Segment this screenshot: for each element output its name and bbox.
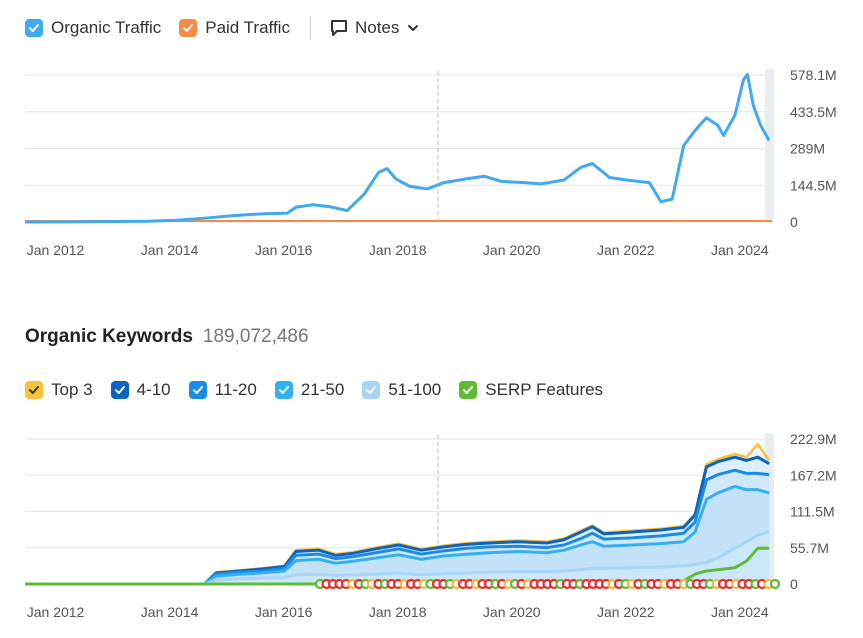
legend-21-50[interactable]: 21-50 bbox=[274, 380, 345, 400]
traffic-chart: 0 144.5M 289M 433.5M 578.1M Jan 2012 Jan 2014 J… bbox=[24, 67, 837, 258]
x-tick-label: Jan 2024 bbox=[711, 604, 769, 620]
y-tick-label: 0 bbox=[790, 576, 798, 592]
x-tick-label: Jan 2024 bbox=[711, 242, 769, 258]
y-tick-label: 222.9M bbox=[790, 431, 837, 447]
area-51-100 bbox=[25, 531, 770, 584]
legend-serp-features[interactable]: SERP Features bbox=[459, 380, 603, 400]
keywords-legend: Top 3 4-10 11-20 21-50 51-100 SERP Features bbox=[25, 378, 621, 402]
line-11-20 bbox=[25, 468, 770, 586]
x-tick-label: Jan 2022 bbox=[597, 604, 655, 620]
checkbox-icon[interactable] bbox=[274, 381, 293, 399]
line-51-100 bbox=[25, 530, 770, 586]
y-tick-label: 55.7M bbox=[790, 540, 829, 556]
legend-label: SERP Features bbox=[485, 380, 604, 399]
area-21-50 bbox=[25, 486, 770, 584]
event-markers[interactable] bbox=[314, 578, 781, 590]
legend-label: 21-50 bbox=[300, 380, 345, 399]
y-tick-label: 111.5M bbox=[790, 504, 835, 520]
y-tick-label: 433.5M bbox=[790, 104, 837, 120]
legend-label: Organic Traffic bbox=[51, 18, 162, 37]
x-tick-label: Jan 2020 bbox=[483, 242, 541, 258]
keywords-chart: 0 55.7M 111.5M 167.2M 222.9M Jan 2012 Jan 2014… bbox=[25, 431, 837, 620]
organic-traffic-line bbox=[24, 73, 771, 224]
event-marker[interactable] bbox=[769, 578, 781, 590]
checkbox-icon[interactable] bbox=[362, 381, 381, 399]
x-tick-label: Jan 2016 bbox=[255, 242, 313, 258]
notes-label: Notes bbox=[354, 18, 400, 37]
traffic-legend: Organic Traffic Paid Traffic Notes bbox=[25, 16, 419, 40]
checkbox-icon[interactable] bbox=[110, 381, 129, 399]
x-tick-label: Jan 2016 bbox=[255, 604, 313, 620]
checkbox-icon[interactable] bbox=[25, 19, 43, 37]
y-tick-label: 144.5M bbox=[790, 177, 837, 193]
y-tick-label: 167.2M bbox=[790, 467, 837, 483]
range-handle[interactable] bbox=[765, 69, 774, 222]
legend-top-3[interactable]: Top 3 bbox=[25, 380, 93, 400]
x-tick-label: Jan 2022 bbox=[597, 242, 655, 258]
y-tick-label: 289M bbox=[790, 141, 825, 157]
section-title: Organic Keywords bbox=[25, 326, 193, 347]
checkbox-icon[interactable] bbox=[25, 381, 43, 399]
line-4-10 bbox=[25, 455, 770, 586]
legend-paid-traffic[interactable]: Paid Traffic bbox=[179, 18, 290, 38]
checkbox-icon[interactable] bbox=[179, 19, 198, 37]
legend-label: Top 3 bbox=[51, 380, 93, 399]
x-tick-label: Jan 2018 bbox=[369, 242, 427, 258]
legend-4-10[interactable]: 4-10 bbox=[110, 380, 171, 400]
range-handle[interactable] bbox=[765, 433, 774, 584]
checkbox-icon[interactable] bbox=[188, 381, 207, 399]
legend-11-20[interactable]: 11-20 bbox=[188, 380, 257, 400]
y-tick-label: 578.1M bbox=[790, 67, 837, 83]
legend-label: 4-10 bbox=[136, 380, 171, 399]
checkbox-icon[interactable] bbox=[459, 381, 478, 399]
chevron-down-icon bbox=[407, 22, 419, 34]
organic-keywords-header: Organic Keywords 189,072,486 bbox=[25, 326, 309, 348]
x-tick-label: Jan 2018 bbox=[369, 604, 427, 620]
comment-icon bbox=[329, 18, 349, 38]
x-tick-label: Jan 2012 bbox=[27, 242, 85, 258]
legend-51-100[interactable]: 51-100 bbox=[362, 380, 441, 400]
legend-organic-traffic[interactable]: Organic Traffic bbox=[25, 18, 161, 38]
x-tick-label: Jan 2014 bbox=[141, 242, 199, 258]
x-tick-label: Jan 2014 bbox=[141, 604, 199, 620]
keywords-count: 189,072,486 bbox=[202, 326, 309, 347]
x-tick-label: Jan 2020 bbox=[483, 604, 541, 620]
line-21-50 bbox=[25, 484, 770, 586]
divider bbox=[309, 16, 311, 40]
x-tick-label: Jan 2012 bbox=[27, 604, 85, 620]
legend-label: 11-20 bbox=[214, 380, 257, 399]
notes-dropdown[interactable]: Notes bbox=[329, 18, 419, 38]
y-tick-label: 0 bbox=[790, 214, 798, 230]
legend-label: 51-100 bbox=[388, 380, 442, 399]
legend-label: Paid Traffic bbox=[205, 18, 290, 37]
